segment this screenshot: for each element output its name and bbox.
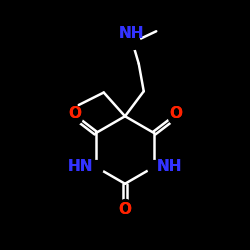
Text: O: O (118, 202, 132, 218)
Text: O: O (169, 106, 182, 121)
Text: HN: HN (68, 160, 93, 174)
Text: NH: NH (118, 26, 144, 41)
Text: O: O (68, 106, 81, 121)
Text: NH: NH (118, 26, 144, 41)
Text: NH: NH (157, 160, 182, 174)
Text: O: O (169, 106, 182, 121)
Text: NH: NH (157, 160, 182, 174)
Text: HN: HN (68, 160, 93, 174)
Text: O: O (68, 106, 81, 121)
Text: O: O (118, 202, 132, 218)
